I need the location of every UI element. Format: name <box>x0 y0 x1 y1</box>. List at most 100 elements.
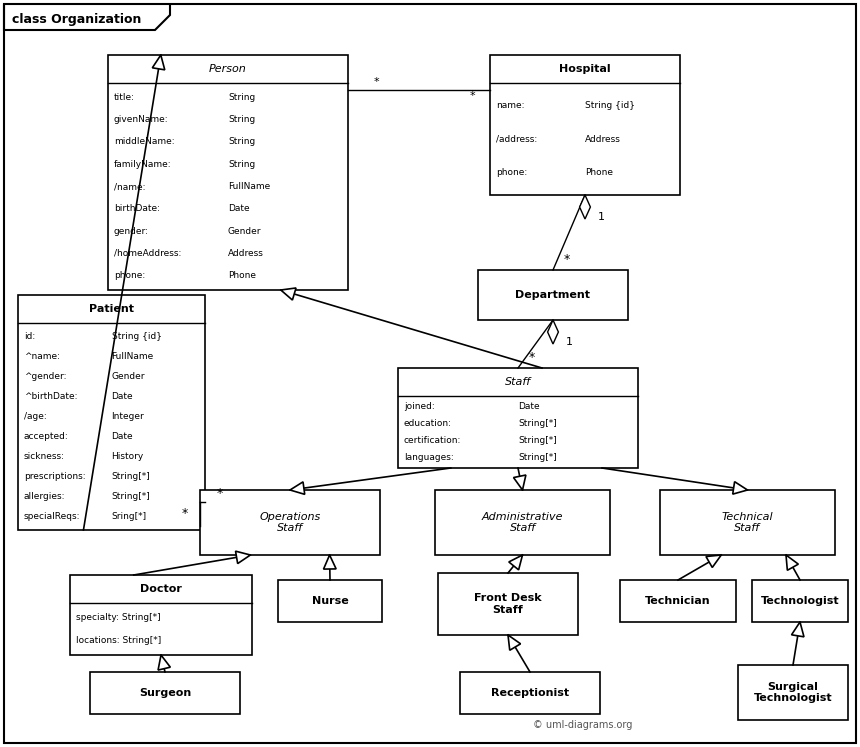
Text: phone:: phone: <box>114 271 145 280</box>
Text: Phone: Phone <box>228 271 256 280</box>
Text: languages:: languages: <box>404 453 454 462</box>
Text: Date: Date <box>112 432 133 441</box>
Text: Gender: Gender <box>112 372 145 381</box>
Text: Sring[*]: Sring[*] <box>112 512 146 521</box>
Polygon shape <box>508 635 520 650</box>
Text: Date: Date <box>518 403 539 412</box>
Text: class Organization: class Organization <box>12 13 141 26</box>
Polygon shape <box>281 288 296 300</box>
Text: birthDate:: birthDate: <box>114 204 160 213</box>
Text: ^birthDate:: ^birthDate: <box>24 392 77 401</box>
Text: accepted:: accepted: <box>24 432 69 441</box>
Polygon shape <box>580 195 591 219</box>
Text: String[*]: String[*] <box>518 419 556 428</box>
Polygon shape <box>791 622 804 637</box>
Text: Staff: Staff <box>505 377 531 387</box>
Polygon shape <box>323 555 336 569</box>
Text: String[*]: String[*] <box>112 472 150 481</box>
Text: Front Desk
Staff: Front Desk Staff <box>474 593 542 615</box>
Text: prescriptions:: prescriptions: <box>24 472 86 481</box>
Polygon shape <box>513 475 525 490</box>
Text: certification:: certification: <box>404 436 461 445</box>
Text: *: * <box>529 352 535 365</box>
Bar <box>108 55 348 290</box>
Polygon shape <box>733 482 747 494</box>
Text: Patient: Patient <box>89 304 134 314</box>
Text: String[*]: String[*] <box>518 436 556 445</box>
Text: String: String <box>228 115 255 124</box>
Text: Hospital: Hospital <box>559 64 611 74</box>
Text: /name:: /name: <box>114 182 145 191</box>
Text: education:: education: <box>404 419 452 428</box>
Text: Technical
Staff: Technical Staff <box>722 512 773 533</box>
Text: ^name:: ^name: <box>24 352 60 361</box>
Bar <box>460 672 600 714</box>
Text: /homeAddress:: /homeAddress: <box>114 249 181 258</box>
Text: History: History <box>112 452 144 461</box>
Text: specialty: String[*]: specialty: String[*] <box>76 613 161 622</box>
Text: Phone: Phone <box>585 168 613 178</box>
Text: title:: title: <box>114 93 135 102</box>
Text: String: String <box>228 93 255 102</box>
Bar <box>738 665 848 720</box>
Text: ^gender:: ^gender: <box>24 372 66 381</box>
Text: /address:: /address: <box>496 134 538 143</box>
Text: joined:: joined: <box>404 403 435 412</box>
Text: Receptionist: Receptionist <box>491 688 569 698</box>
Text: Integer: Integer <box>112 412 144 421</box>
Polygon shape <box>706 555 722 568</box>
Polygon shape <box>158 655 170 670</box>
Polygon shape <box>236 551 250 563</box>
Text: Date: Date <box>228 204 249 213</box>
Text: gender:: gender: <box>114 226 149 235</box>
Text: *: * <box>181 507 188 521</box>
Bar <box>278 580 382 622</box>
Text: String[*]: String[*] <box>112 492 150 501</box>
Text: Department: Department <box>515 290 591 300</box>
Text: String: String <box>228 137 255 146</box>
Bar <box>752 580 848 622</box>
Text: Technician: Technician <box>645 596 711 606</box>
Text: allergies:: allergies: <box>24 492 65 501</box>
Text: 1: 1 <box>566 337 573 347</box>
Text: Doctor: Doctor <box>140 584 182 594</box>
Text: Operations
Staff: Operations Staff <box>260 512 321 533</box>
Bar <box>435 490 610 555</box>
Text: © uml-diagrams.org: © uml-diagrams.org <box>533 720 633 730</box>
Text: Nurse: Nurse <box>311 596 348 606</box>
Text: Surgeon: Surgeon <box>138 688 191 698</box>
Text: specialReqs:: specialReqs: <box>24 512 81 521</box>
Polygon shape <box>786 555 798 570</box>
Text: Person: Person <box>209 64 247 74</box>
Bar <box>660 490 835 555</box>
Text: Surgical
Technologist: Surgical Technologist <box>753 682 832 703</box>
Bar <box>70 575 252 655</box>
Text: String[*]: String[*] <box>518 453 556 462</box>
Polygon shape <box>509 555 523 570</box>
Text: *: * <box>373 77 378 87</box>
Text: String {id}: String {id} <box>585 101 635 110</box>
Text: *: * <box>470 91 475 101</box>
Bar <box>90 672 240 714</box>
Text: String: String <box>228 160 255 169</box>
Bar <box>438 573 578 635</box>
Bar <box>398 368 638 468</box>
Text: id:: id: <box>24 332 35 341</box>
Text: Technologist: Technologist <box>761 596 839 606</box>
Text: Gender: Gender <box>228 226 261 235</box>
Text: /age:: /age: <box>24 412 46 421</box>
Text: familyName:: familyName: <box>114 160 172 169</box>
Polygon shape <box>152 55 165 69</box>
Polygon shape <box>548 320 558 344</box>
Polygon shape <box>290 482 304 495</box>
Text: Administrative
Staff: Administrative Staff <box>482 512 563 533</box>
Text: Address: Address <box>228 249 264 258</box>
Text: 1: 1 <box>598 212 605 222</box>
Text: FullName: FullName <box>112 352 154 361</box>
Text: *: * <box>564 253 570 267</box>
Text: *: * <box>217 487 223 500</box>
Bar <box>18 295 205 530</box>
Bar <box>620 580 736 622</box>
Text: Date: Date <box>112 392 133 401</box>
Text: name:: name: <box>496 101 525 110</box>
